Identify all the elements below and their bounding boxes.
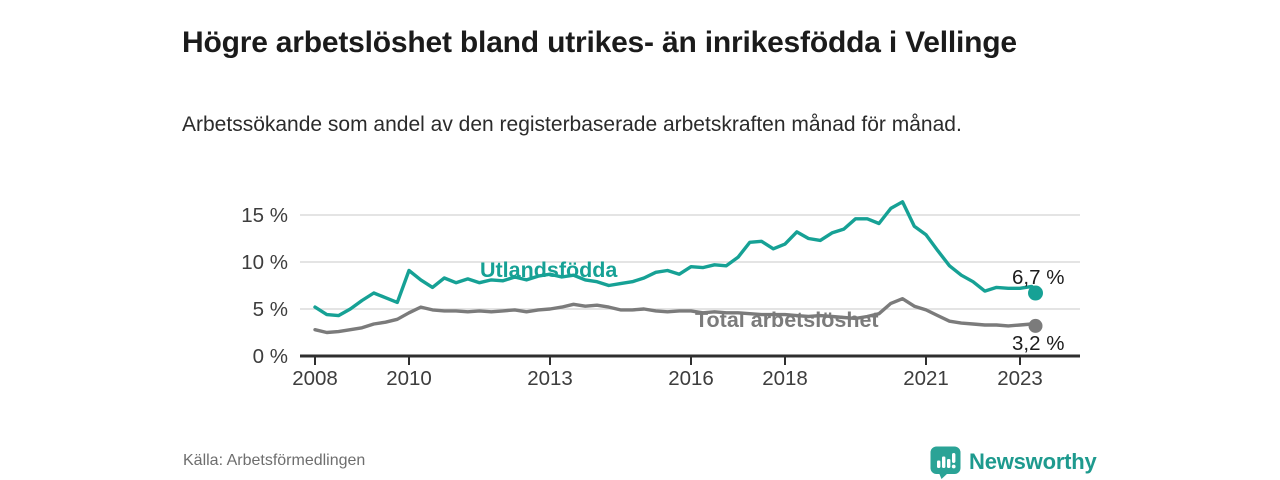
y-tick-label: 5 %	[253, 298, 288, 321]
x-tick-label: 2023	[997, 367, 1043, 390]
source-text: Källa: Arbetsförmedlingen	[183, 452, 366, 469]
x-tick-label: 2016	[668, 367, 714, 390]
total-arbetsl-shet-line	[313, 296, 1038, 335]
x-tick-label: 2018	[762, 367, 808, 390]
chart-canvas: 0 % 5 % 10 % 15 % 2008 2010 2013 2016 2018 2021 20…	[241, 200, 1080, 390]
y-tick-label: 0 %	[253, 345, 288, 368]
total-arbetsl-shet-end-value-label: 3,2 %	[1012, 332, 1064, 355]
x-tick-label: 2021	[903, 367, 949, 390]
newsworthy-brand-text: Newsworthy	[969, 449, 1097, 474]
newsworthy-logo: Newsworthy	[929, 445, 1097, 479]
chart-subtitle: Arbetssökande som andel av den registerb…	[182, 113, 962, 136]
x-tick-label: 2008	[292, 367, 338, 390]
newsworthy-bar-chart-speech-bubble-icon	[930, 446, 961, 479]
unemployment-line-chart: 0 % 5 % 10 % 15 % 2008 2010 2013 2016 2018 2021 20…	[200, 180, 1100, 395]
utlandsf-dda-line	[313, 200, 1038, 318]
page-title: Högre arbetslöshet bland utrikes- än inr…	[182, 26, 1017, 60]
x-tick-label: 2013	[527, 367, 573, 390]
y-tick-label: 15 %	[241, 204, 288, 227]
utlandsf-dda-end-dot	[1028, 285, 1044, 301]
y-tick-label: 10 %	[241, 251, 288, 274]
total-arbetsl-shet-series-label: Total arbetslöshet	[695, 308, 879, 332]
utlandsf-dda-end-value-label: 6,7 %	[1012, 266, 1064, 289]
utlandsf-dda-series-label: Utlandsfödda	[480, 258, 618, 282]
total-arbetsl-shet-end-dot	[1028, 318, 1043, 333]
x-tick-label: 2010	[386, 367, 432, 390]
